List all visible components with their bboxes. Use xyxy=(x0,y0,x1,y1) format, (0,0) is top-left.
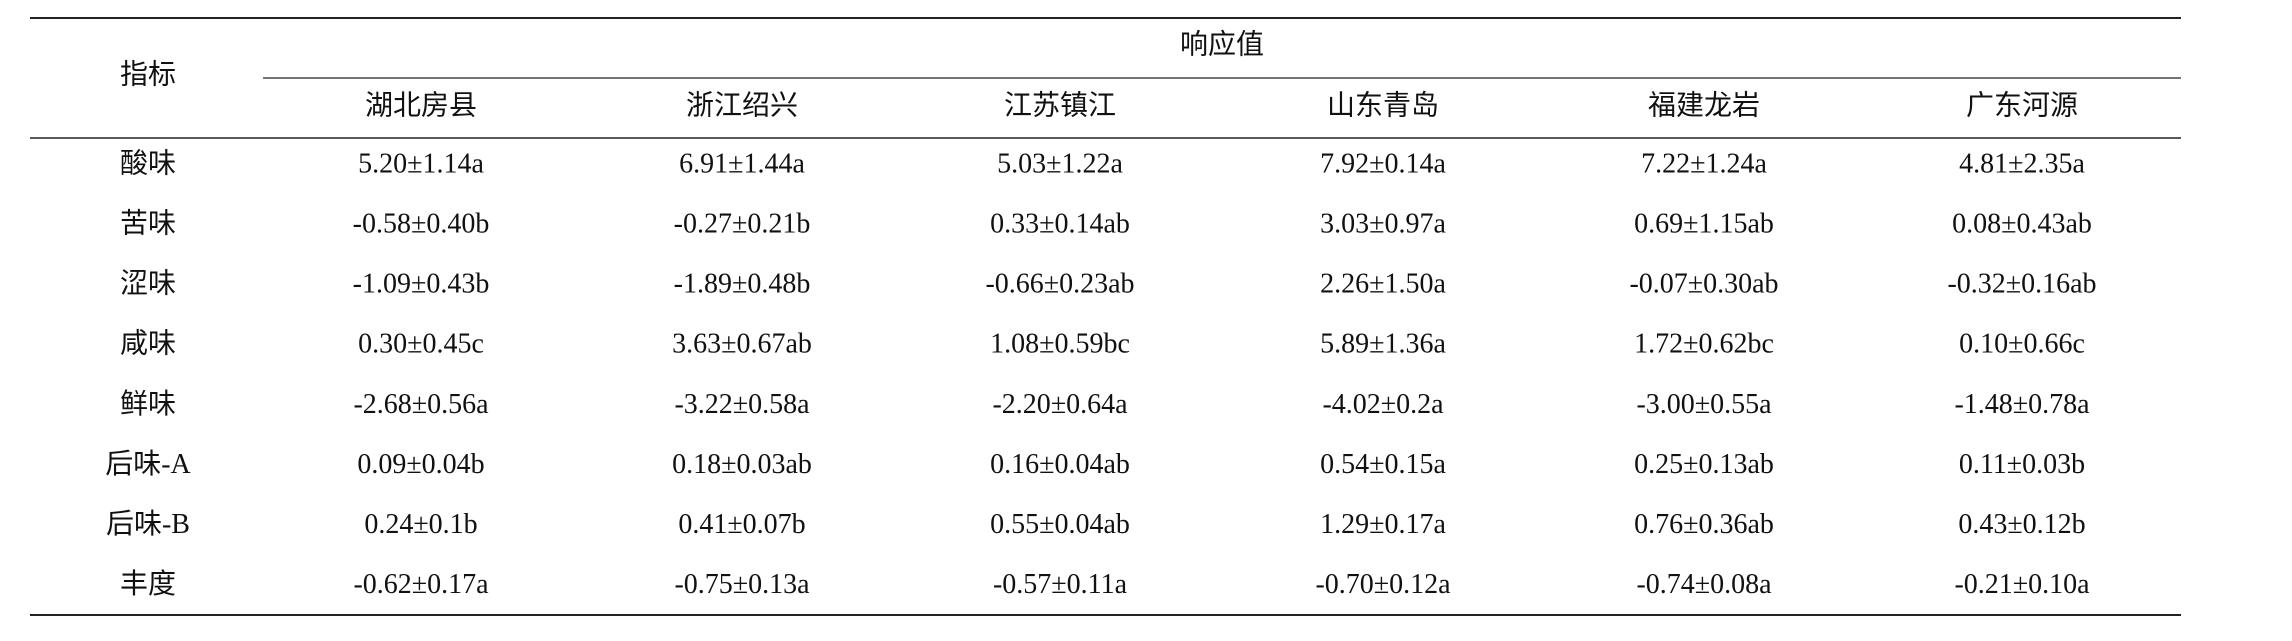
column-header: 山东青岛 xyxy=(1327,89,1439,121)
row-label: 苦味 xyxy=(120,208,176,240)
cell: 0.41±0.07b xyxy=(678,509,805,540)
cell: 1.72±0.62bc xyxy=(1634,329,1774,360)
cell: 0.54±0.15a xyxy=(1320,449,1446,480)
column-header: 江苏镇江 xyxy=(1004,89,1116,121)
group-header: 响应值 xyxy=(1180,28,1264,60)
cell: -3.22±0.58a xyxy=(674,389,810,420)
cell: -1.48±0.78a xyxy=(1954,389,2090,420)
cell: -1.89±0.48b xyxy=(674,269,811,300)
cell: 7.92±0.14a xyxy=(1320,148,1446,179)
cell: 2.26±1.50a xyxy=(1320,269,1446,300)
cell: -0.32±0.16ab xyxy=(1947,269,2096,300)
cell: 0.55±0.04ab xyxy=(990,509,1130,540)
row-label: 后味-A xyxy=(105,448,191,480)
cell: 0.33±0.14ab xyxy=(990,209,1130,240)
column-header: 广东河源 xyxy=(1966,89,2078,121)
cell: -0.62±0.17a xyxy=(353,569,489,600)
cell: -0.75±0.13a xyxy=(674,569,810,600)
corner-header: 指标 xyxy=(120,58,176,90)
column-header: 湖北房县 xyxy=(365,89,477,121)
column-header: 浙江绍兴 xyxy=(686,89,798,121)
row-label: 后味-B xyxy=(106,508,190,540)
cell: 0.16±0.04ab xyxy=(990,449,1130,480)
cell: -0.21±0.10a xyxy=(1954,569,2090,600)
cell: 0.76±0.36ab xyxy=(1634,509,1774,540)
cell: -0.66±0.23ab xyxy=(985,269,1134,300)
cell: 0.10±0.66c xyxy=(1959,329,2085,360)
cell: 0.09±0.04b xyxy=(357,449,484,480)
cell: -2.20±0.64a xyxy=(992,389,1128,420)
cell: -0.27±0.21b xyxy=(674,209,811,240)
cell: -1.09±0.43b xyxy=(353,269,490,300)
cell: 1.29±0.17a xyxy=(1320,509,1446,540)
cell: -4.02±0.2a xyxy=(1322,389,1444,420)
cell: -3.00±0.55a xyxy=(1636,389,1772,420)
cell: 3.63±0.67ab xyxy=(672,329,812,360)
row-label: 涩味 xyxy=(120,268,176,300)
column-header: 福建龙岩 xyxy=(1648,89,1760,121)
cell: 0.24±0.1b xyxy=(364,509,477,540)
cell: -0.07±0.30ab xyxy=(1629,269,1778,300)
cell: 4.81±2.35a xyxy=(1959,148,2085,179)
cell: 0.25±0.13ab xyxy=(1634,449,1774,480)
cell: 1.08±0.59bc xyxy=(990,329,1130,360)
cell: -2.68±0.56a xyxy=(353,389,489,420)
cell: 0.69±1.15ab xyxy=(1634,209,1774,240)
cell: 3.03±0.97a xyxy=(1320,209,1446,240)
cell: 0.43±0.12b xyxy=(1958,509,2085,540)
cell: 6.91±1.44a xyxy=(679,148,805,179)
cell: -0.74±0.08a xyxy=(1636,569,1772,600)
cell: -0.58±0.40b xyxy=(353,209,490,240)
cell: 5.03±1.22a xyxy=(997,148,1123,179)
cell: -0.57±0.11a xyxy=(993,569,1128,600)
row-label: 咸味 xyxy=(120,328,176,360)
cell: 5.89±1.36a xyxy=(1320,329,1446,360)
cell: -0.70±0.12a xyxy=(1315,569,1451,600)
row-label: 丰度 xyxy=(120,568,176,600)
cell: 0.18±0.03ab xyxy=(672,449,812,480)
cell: 0.30±0.45c xyxy=(358,329,484,360)
cell: 0.08±0.43ab xyxy=(1952,209,2092,240)
row-label: 鲜味 xyxy=(120,388,176,420)
cell: 7.22±1.24a xyxy=(1641,148,1767,179)
cell: 0.11±0.03b xyxy=(1959,449,2085,480)
cell: 5.20±1.14a xyxy=(358,148,484,179)
row-label: 酸味 xyxy=(120,147,176,179)
